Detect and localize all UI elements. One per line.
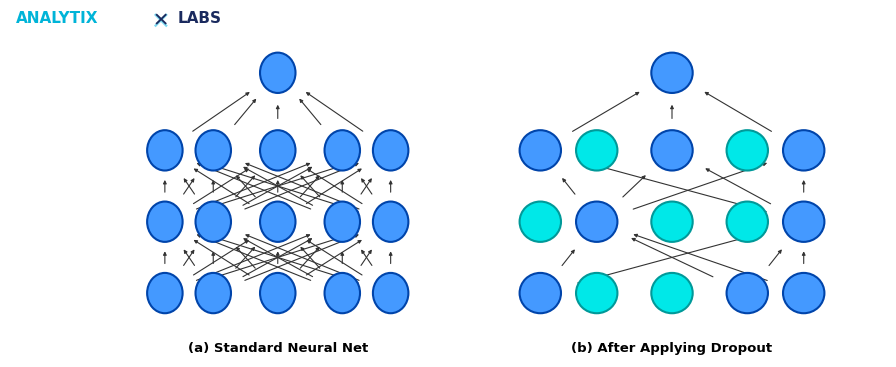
Ellipse shape (520, 273, 561, 313)
Ellipse shape (324, 201, 360, 242)
Ellipse shape (576, 130, 617, 171)
Ellipse shape (727, 273, 768, 313)
Ellipse shape (147, 130, 183, 171)
Text: ANALYTIX: ANALYTIX (16, 11, 99, 26)
Text: ✕: ✕ (152, 11, 168, 30)
Text: (b) After Applying Dropout: (b) After Applying Dropout (572, 342, 772, 355)
Ellipse shape (147, 273, 183, 313)
Ellipse shape (727, 130, 768, 171)
Ellipse shape (651, 201, 693, 242)
Ellipse shape (576, 273, 617, 313)
Ellipse shape (520, 130, 561, 171)
Ellipse shape (260, 130, 296, 171)
Ellipse shape (783, 201, 824, 242)
Ellipse shape (651, 130, 693, 171)
Ellipse shape (373, 273, 409, 313)
Ellipse shape (783, 273, 824, 313)
Ellipse shape (195, 130, 231, 171)
Ellipse shape (651, 52, 693, 93)
Ellipse shape (195, 201, 231, 242)
Text: (a) Standard Neural Net: (a) Standard Neural Net (187, 342, 368, 355)
Ellipse shape (147, 201, 183, 242)
Ellipse shape (783, 130, 824, 171)
Ellipse shape (651, 273, 693, 313)
Ellipse shape (324, 130, 360, 171)
Ellipse shape (576, 201, 617, 242)
Ellipse shape (260, 201, 296, 242)
Text: LABS: LABS (177, 11, 221, 26)
Text: ✕: ✕ (150, 11, 169, 35)
Ellipse shape (195, 273, 231, 313)
Ellipse shape (727, 201, 768, 242)
Ellipse shape (373, 130, 409, 171)
Ellipse shape (324, 273, 360, 313)
Ellipse shape (260, 52, 296, 93)
Ellipse shape (520, 201, 561, 242)
Ellipse shape (373, 201, 409, 242)
Ellipse shape (260, 273, 296, 313)
